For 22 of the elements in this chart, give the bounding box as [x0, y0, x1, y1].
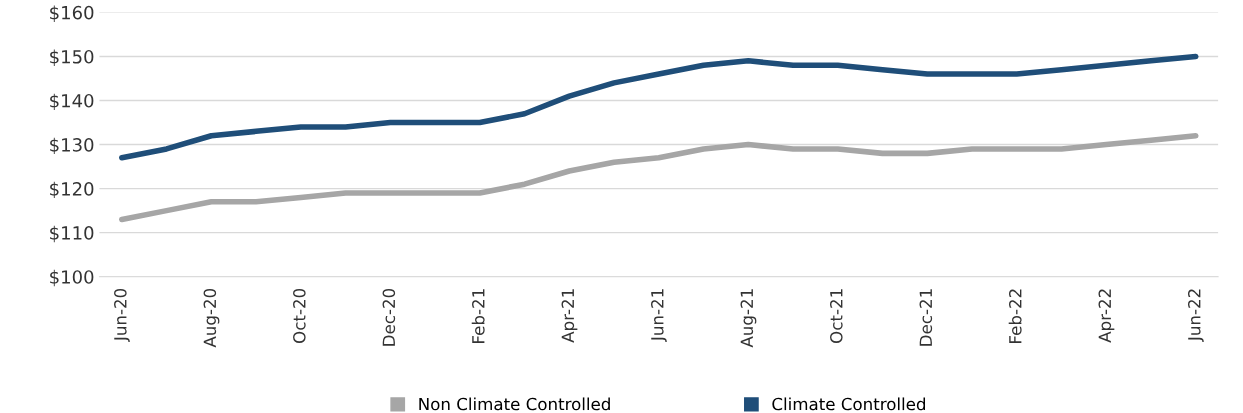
x-tick-label: Aug-20	[203, 288, 220, 348]
x-tick-label: Feb-22	[1008, 289, 1022, 343]
x-tick-label: Dec-20	[382, 288, 396, 346]
y-tick-label: $120	[50, 181, 94, 199]
x-tick-label: Jun-21	[651, 289, 667, 342]
y-tick-label: $150	[50, 49, 94, 66]
x-tick-label: Oct-20	[293, 288, 306, 343]
x-tick-label: Feb-21	[471, 289, 485, 343]
legend-label: Non Climate Controlled	[419, 397, 610, 411]
x-tick-label: Apr-22	[1098, 289, 1115, 343]
x-tick-label: Dec-21	[919, 289, 933, 346]
y-tick-label: $130	[50, 137, 94, 155]
y-tick-label: $160	[50, 5, 94, 22]
x-tick-label: Apr-21	[561, 289, 578, 343]
x-tick-label: Aug-21	[740, 289, 757, 348]
x-tick-label: Jun-22	[1188, 289, 1204, 342]
x-tick-label: Oct-21	[830, 289, 843, 343]
x-tick-label: Jun-20	[114, 288, 130, 342]
legend-label: Climate Controlled	[772, 397, 926, 411]
y-tick-label: $140	[50, 93, 94, 111]
y-tick-label: $100	[50, 269, 94, 287]
y-tick-label: $110	[50, 225, 94, 243]
